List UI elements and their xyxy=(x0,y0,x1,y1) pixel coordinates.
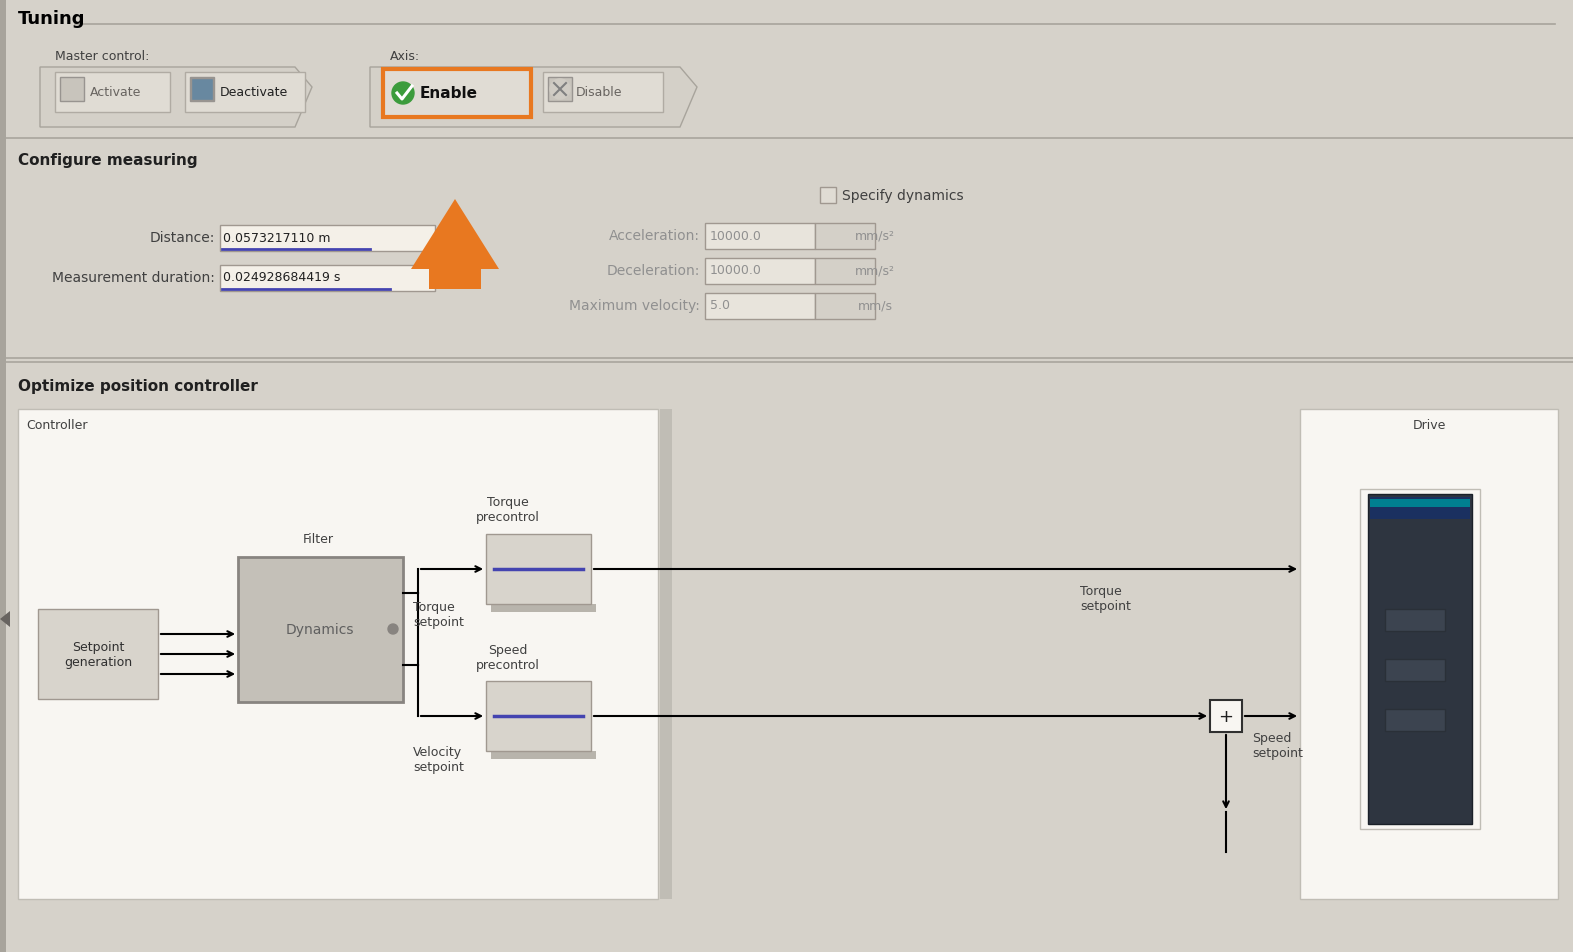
Polygon shape xyxy=(370,68,697,128)
Bar xyxy=(815,259,875,285)
Text: mm/s: mm/s xyxy=(857,299,892,312)
Text: Measurement duration:: Measurement duration: xyxy=(52,270,216,285)
Text: Velocity
setpoint: Velocity setpoint xyxy=(414,745,464,773)
Text: Torque
precontrol: Torque precontrol xyxy=(477,495,540,524)
Bar xyxy=(705,259,815,285)
Bar xyxy=(1369,494,1472,824)
Text: Master control:: Master control: xyxy=(55,50,149,63)
Bar xyxy=(220,226,436,251)
Bar xyxy=(661,409,672,899)
Bar xyxy=(0,362,1573,952)
Text: 10000.0: 10000.0 xyxy=(709,265,761,277)
Bar xyxy=(1384,609,1446,631)
Text: Drive: Drive xyxy=(1413,419,1446,432)
Text: Optimize position controller: Optimize position controller xyxy=(17,379,258,394)
Bar xyxy=(1361,489,1480,829)
Text: Axis:: Axis: xyxy=(390,50,420,63)
Text: Tuning: Tuning xyxy=(17,10,85,28)
Text: Specify dynamics: Specify dynamics xyxy=(842,188,964,203)
Bar xyxy=(60,78,83,102)
Bar xyxy=(238,558,403,703)
Polygon shape xyxy=(0,611,9,627)
Bar xyxy=(186,73,305,113)
Text: +: + xyxy=(1219,707,1233,725)
Text: Enable: Enable xyxy=(420,87,478,102)
Text: Controller: Controller xyxy=(27,419,88,432)
Bar xyxy=(1370,500,1471,507)
Text: 10000.0: 10000.0 xyxy=(709,229,761,242)
Bar xyxy=(1384,709,1446,731)
Bar xyxy=(1210,701,1243,732)
Bar xyxy=(0,362,1573,364)
Bar xyxy=(0,0,6,952)
Text: mm/s²: mm/s² xyxy=(856,229,895,242)
Text: Activate: Activate xyxy=(90,87,142,99)
Text: 5.0: 5.0 xyxy=(709,299,730,312)
Polygon shape xyxy=(411,200,499,269)
Circle shape xyxy=(392,83,414,105)
Bar xyxy=(0,138,1573,140)
Text: Filter: Filter xyxy=(302,533,333,545)
Bar xyxy=(543,73,662,113)
Text: Torque
setpoint: Torque setpoint xyxy=(1081,585,1131,612)
Bar xyxy=(1370,498,1471,520)
Text: 0.0573217110 m: 0.0573217110 m xyxy=(223,231,330,245)
Bar xyxy=(190,79,212,101)
Text: Setpoint
generation: Setpoint generation xyxy=(64,641,132,668)
Text: Acceleration:: Acceleration: xyxy=(609,228,700,243)
Bar xyxy=(491,751,596,759)
Text: mm/s²: mm/s² xyxy=(856,265,895,277)
Circle shape xyxy=(389,625,398,634)
Bar xyxy=(1299,409,1557,899)
Bar xyxy=(429,269,481,289)
Bar xyxy=(486,682,591,751)
Bar xyxy=(0,38,1573,138)
Circle shape xyxy=(551,80,569,100)
Bar xyxy=(190,78,214,102)
Bar xyxy=(1384,660,1446,682)
Bar xyxy=(382,69,532,118)
Text: Distance:: Distance: xyxy=(149,230,216,245)
Bar xyxy=(38,609,157,700)
Bar xyxy=(491,605,596,612)
Bar xyxy=(486,534,591,605)
Bar xyxy=(17,409,658,899)
Bar xyxy=(705,224,815,249)
Bar xyxy=(55,73,170,113)
Bar xyxy=(547,78,573,102)
Text: Speed
precontrol: Speed precontrol xyxy=(477,644,540,671)
Text: Deceleration:: Deceleration: xyxy=(607,264,700,278)
Text: Dynamics: Dynamics xyxy=(286,623,354,636)
Bar xyxy=(0,138,1573,360)
Bar xyxy=(0,358,1573,360)
Bar xyxy=(815,224,875,249)
Text: Disable: Disable xyxy=(576,87,623,99)
Bar xyxy=(815,293,875,320)
Bar xyxy=(705,293,815,320)
Text: Speed
setpoint: Speed setpoint xyxy=(1252,731,1302,759)
Bar xyxy=(220,266,436,291)
Text: Deactivate: Deactivate xyxy=(220,87,288,99)
Text: Maximum velocity:: Maximum velocity: xyxy=(569,299,700,312)
Bar xyxy=(820,188,835,204)
Text: Configure measuring: Configure measuring xyxy=(17,152,198,168)
Bar xyxy=(0,0,1573,38)
Text: Torque
setpoint: Torque setpoint xyxy=(414,601,464,628)
Text: 0.024928684419 s: 0.024928684419 s xyxy=(223,271,340,285)
Polygon shape xyxy=(39,68,311,128)
